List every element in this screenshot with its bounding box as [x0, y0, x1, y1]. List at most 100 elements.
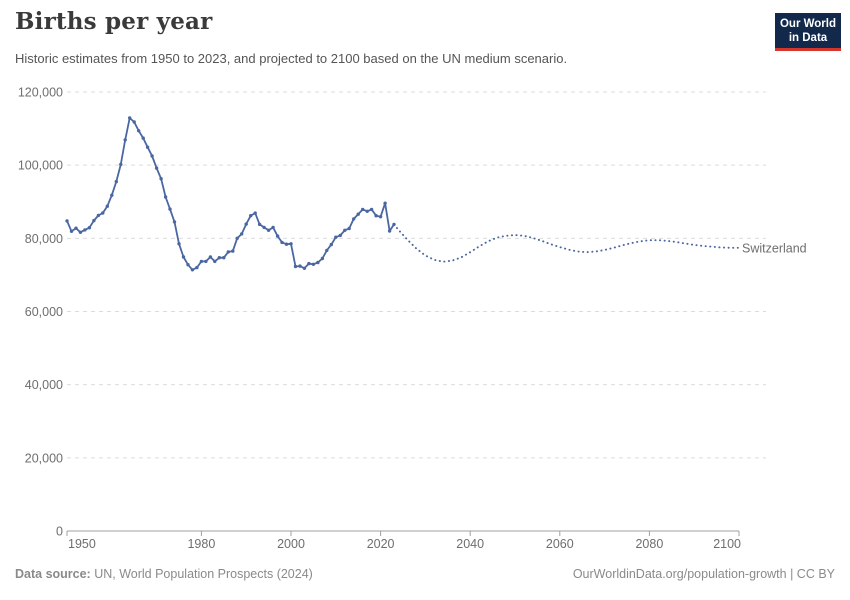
y-axis-tick-label: 60,000 [25, 305, 63, 319]
data-point-marker [190, 268, 195, 272]
data-source-label: Data source: [15, 567, 91, 581]
data-point-marker [356, 212, 360, 216]
y-axis-tick-label: 100,000 [18, 159, 63, 173]
owid-logo-line2: in Data [788, 32, 828, 44]
x-axis-tick-label: 2100 [713, 537, 741, 551]
data-point-marker [289, 242, 293, 246]
data-point-marker [266, 228, 271, 232]
owid-credit-link[interactable]: OurWorldinData.org/population-growth | C… [572, 567, 835, 581]
y-axis-tick-label: 0 [56, 525, 63, 539]
data-point-marker [334, 235, 338, 239]
data-point-marker [65, 219, 69, 223]
data-point-marker [137, 129, 141, 133]
data-point-marker [378, 215, 383, 219]
data-point-marker [369, 207, 374, 212]
x-axis-tick-label: 2080 [635, 537, 663, 551]
data-point-marker [87, 226, 92, 230]
projected-line [393, 223, 740, 263]
data-point-marker [204, 259, 208, 264]
chart-subtitle: Historic estimates from 1950 to 2023, an… [15, 51, 568, 66]
x-axis-tick-label: 1950 [68, 537, 96, 551]
data-point-marker [78, 230, 83, 234]
entity-label[interactable]: Switzerland [742, 241, 807, 255]
data-point-marker [217, 256, 221, 260]
chart-footer: Data source: UN, World Population Prospe… [15, 567, 835, 581]
data-point-marker [123, 138, 127, 142]
x-axis-tick-label: 2020 [367, 537, 395, 551]
y-axis-tick-label: 120,000 [18, 86, 63, 100]
data-point-marker [387, 229, 392, 233]
historic-line [66, 117, 395, 271]
data-point-marker [195, 265, 199, 270]
data-point-marker [262, 225, 266, 230]
data-point-marker [383, 201, 387, 205]
data-point-marker [361, 207, 365, 212]
data-point-marker [343, 228, 347, 232]
data-point-marker [365, 209, 369, 213]
data-point-marker [374, 214, 378, 218]
data-point-marker [249, 214, 253, 218]
data-point-marker [257, 222, 262, 227]
data-point-marker [128, 116, 132, 120]
data-point-marker [213, 259, 217, 264]
data-point-marker [101, 211, 105, 215]
data-point-marker [293, 264, 298, 269]
data-point-marker [271, 225, 275, 230]
data-point-marker [280, 240, 284, 245]
y-axis-tick-label: 20,000 [25, 451, 63, 465]
data-point-marker [284, 242, 289, 246]
x-axis-tick-label: 2060 [546, 537, 574, 551]
data-point-marker [105, 204, 110, 208]
data-point-marker [92, 218, 96, 223]
x-axis-tick-label: 2000 [277, 537, 305, 551]
data-source-note: Data source: UN, World Population Prospe… [15, 567, 313, 581]
chart-title: Births per year [15, 8, 213, 35]
data-point-marker [132, 120, 136, 124]
data-point-marker [325, 248, 329, 253]
data-point-marker [208, 255, 213, 259]
x-axis-tick-label: 1980 [187, 537, 215, 551]
data-point-marker [352, 217, 356, 221]
data-point-marker [96, 213, 101, 218]
y-axis-tick-label: 40,000 [25, 378, 63, 392]
data-point-marker [240, 232, 244, 236]
data-point-marker [231, 249, 235, 253]
x-axis-tick-label: 2040 [456, 537, 484, 551]
data-point-marker [154, 166, 159, 170]
y-axis-tick-label: 80,000 [25, 232, 63, 246]
data-point-marker [141, 136, 145, 140]
data-point-marker [253, 211, 257, 215]
data-point-marker [186, 263, 190, 267]
data-point-marker [316, 260, 320, 265]
data-point-marker [119, 162, 123, 167]
data-point-marker [298, 264, 302, 268]
data-point-marker [222, 256, 226, 260]
data-point-marker [275, 234, 280, 238]
data-point-marker [172, 220, 177, 224]
data-point-marker [150, 154, 154, 158]
data-point-marker [145, 145, 150, 149]
data-point-marker [235, 236, 239, 240]
data-point-marker [311, 262, 316, 266]
data-point-marker [69, 229, 74, 233]
data-point-marker [329, 242, 333, 247]
data-point-marker [177, 242, 181, 246]
data-point-marker [244, 222, 248, 226]
data-point-marker [163, 195, 168, 199]
data-point-marker [181, 255, 186, 259]
data-point-marker [159, 177, 163, 181]
data-point-marker [307, 261, 311, 266]
data-point-marker [347, 226, 351, 231]
data-point-marker [226, 250, 230, 254]
data-point-marker [199, 259, 204, 264]
data-point-marker [110, 193, 114, 197]
data-point-marker [320, 256, 325, 261]
owid-logo-line1: Our World [779, 18, 836, 30]
owid-logo[interactable]: Our World in Data [775, 13, 841, 51]
data-point-marker [114, 179, 119, 184]
data-point-marker [168, 207, 172, 211]
data-point-marker [74, 226, 78, 230]
data-point-marker [302, 266, 307, 270]
